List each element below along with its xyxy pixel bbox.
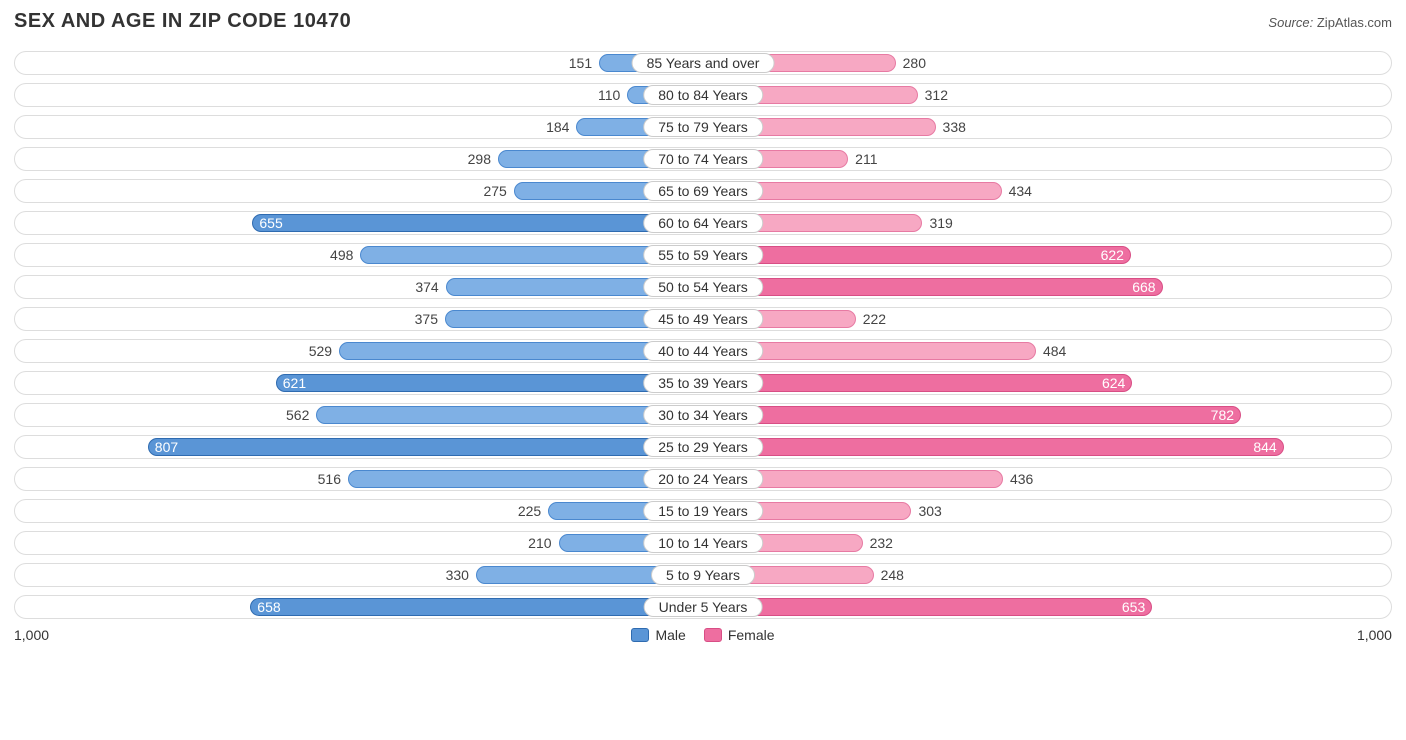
age-label: 45 to 49 Years	[643, 309, 763, 329]
pyramid-row: 210 232 10 to 14 Years	[14, 531, 1392, 555]
legend: Male Female	[631, 627, 774, 643]
pyramid-row: 225 303 15 to 19 Years	[14, 499, 1392, 523]
female-value: 232	[862, 535, 893, 551]
female-value: 338	[935, 119, 966, 135]
age-label: 10 to 14 Years	[643, 533, 763, 553]
source-label: Source:	[1268, 15, 1313, 30]
male-value: 110	[598, 87, 628, 103]
male-value: 516	[318, 471, 349, 487]
age-label: 80 to 84 Years	[643, 85, 763, 105]
pyramid-row: 516 436 20 to 24 Years	[14, 467, 1392, 491]
female-value: 211	[847, 151, 877, 167]
female-value: 484	[1035, 343, 1066, 359]
age-label: 50 to 54 Years	[643, 277, 763, 297]
male-value: 210	[528, 535, 559, 551]
male-value: 807	[155, 439, 178, 455]
female-value: 280	[895, 55, 926, 71]
male-value: 621	[283, 375, 306, 391]
female-value: 312	[917, 87, 948, 103]
male-value: 275	[483, 183, 514, 199]
age-label: 25 to 29 Years	[643, 437, 763, 457]
female-swatch	[704, 628, 722, 642]
axis-max-left: 1,000	[14, 627, 49, 643]
male-value: 225	[518, 503, 549, 519]
female-value: 668	[1132, 279, 1155, 295]
age-label: 70 to 74 Years	[643, 149, 763, 169]
age-label: 60 to 64 Years	[643, 213, 763, 233]
pyramid-row: 298 211 70 to 74 Years	[14, 147, 1392, 171]
male-bar: 807	[148, 438, 703, 456]
male-swatch	[631, 628, 649, 642]
male-value: 151	[569, 55, 600, 71]
age-label: 55 to 59 Years	[643, 245, 763, 265]
female-value: 248	[873, 567, 904, 583]
legend-male: Male	[631, 627, 685, 643]
female-bar: 844	[703, 438, 1284, 456]
age-label: 65 to 69 Years	[643, 181, 763, 201]
age-label: 30 to 34 Years	[643, 405, 763, 425]
age-label: 40 to 44 Years	[643, 341, 763, 361]
female-value: 436	[1002, 471, 1033, 487]
male-value: 529	[309, 343, 340, 359]
female-value: 782	[1211, 407, 1234, 423]
male-bar: 658	[250, 598, 703, 616]
male-value: 374	[415, 279, 446, 295]
source-value: ZipAtlas.com	[1317, 15, 1392, 30]
male-bar: 655	[252, 214, 703, 232]
source: Source: ZipAtlas.com	[1268, 15, 1392, 30]
pyramid-row: 807 844 25 to 29 Years	[14, 435, 1392, 459]
female-value: 653	[1122, 599, 1145, 615]
pyramid-row: 184 338 75 to 79 Years	[14, 115, 1392, 139]
age-label: 75 to 79 Years	[643, 117, 763, 137]
legend-male-label: Male	[655, 627, 685, 643]
male-value: 375	[415, 311, 446, 327]
age-label: 5 to 9 Years	[651, 565, 755, 585]
female-value: 624	[1102, 375, 1125, 391]
male-value: 655	[259, 215, 282, 231]
male-value: 298	[468, 151, 499, 167]
legend-female: Female	[704, 627, 775, 643]
pyramid-row: 529 484 40 to 44 Years	[14, 339, 1392, 363]
header: SEX AND AGE IN ZIP CODE 10470 Source: Zi…	[14, 10, 1392, 33]
age-label: 15 to 19 Years	[643, 501, 763, 521]
age-label: 85 Years and over	[632, 53, 775, 73]
pyramid-row: 275 434 65 to 69 Years	[14, 179, 1392, 203]
pyramid-row: 655 319 60 to 64 Years	[14, 211, 1392, 235]
male-value: 330	[446, 567, 477, 583]
pyramid-row: 375 222 45 to 49 Years	[14, 307, 1392, 331]
pyramid-row: 330 248 5 to 9 Years	[14, 563, 1392, 587]
female-bar: 622	[703, 246, 1131, 264]
pyramid-row: 498 622 55 to 59 Years	[14, 243, 1392, 267]
female-value: 622	[1101, 247, 1124, 263]
chart-title: SEX AND AGE IN ZIP CODE 10470	[14, 10, 351, 33]
male-value: 498	[330, 247, 361, 263]
male-value: 562	[286, 407, 317, 423]
axis-max-right: 1,000	[1357, 627, 1392, 643]
male-bar: 621	[276, 374, 703, 392]
pyramid-row: 374 668 50 to 54 Years	[14, 275, 1392, 299]
female-value: 319	[921, 215, 952, 231]
pyramid-row: 151 280 85 Years and over	[14, 51, 1392, 75]
female-value: 434	[1001, 183, 1032, 199]
female-value: 222	[855, 311, 886, 327]
male-value: 658	[257, 599, 280, 615]
female-value: 303	[910, 503, 941, 519]
age-label: 35 to 39 Years	[643, 373, 763, 393]
legend-female-label: Female	[728, 627, 775, 643]
pyramid-row: 110 312 80 to 84 Years	[14, 83, 1392, 107]
female-bar: 782	[703, 406, 1241, 424]
female-bar: 668	[703, 278, 1163, 296]
pyramid-row: 658 653 Under 5 Years	[14, 595, 1392, 619]
female-bar: 624	[703, 374, 1132, 392]
male-value: 184	[546, 119, 577, 135]
chart-footer: 1,000 Male Female 1,000	[14, 627, 1392, 643]
population-pyramid: 151 280 85 Years and over110 312 80 to 84 Ye…	[14, 51, 1392, 619]
pyramid-row: 562 782 30 to 34 Years	[14, 403, 1392, 427]
female-value: 844	[1253, 439, 1276, 455]
age-label: Under 5 Years	[644, 597, 763, 617]
pyramid-row: 621 624 35 to 39 Years	[14, 371, 1392, 395]
age-label: 20 to 24 Years	[643, 469, 763, 489]
female-bar: 653	[703, 598, 1152, 616]
